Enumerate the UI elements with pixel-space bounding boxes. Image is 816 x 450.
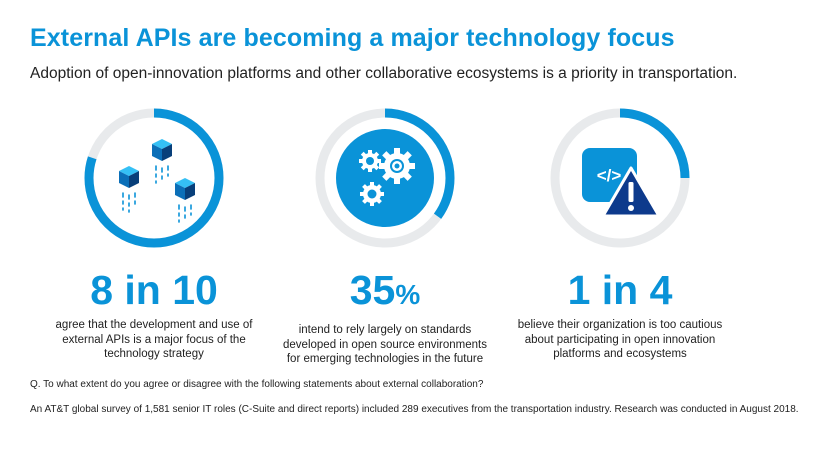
stat-card-cautious: </> 1 in 4 believe their organization is… <box>505 108 735 362</box>
survey-source-note: An AT&T global survey of 1,581 senior IT… <box>30 404 799 415</box>
svg-text:</>: </> <box>597 166 622 185</box>
survey-question: Q. To what extent do you agree or disagr… <box>30 379 484 390</box>
stat-description-cautious: believe their organization is too cautio… <box>517 319 723 360</box>
stat-value-open-source: 35% <box>349 267 421 313</box>
stat-card-apis: 8 in 10 agree that the development and u… <box>39 108 269 362</box>
progress-ring-open-source <box>315 108 455 248</box>
gears-icon <box>336 129 434 227</box>
code-warning-icon: </> <box>582 148 661 218</box>
stat-value-apis: 8 in 10 <box>90 267 218 313</box>
stat-ring-cautious: </> <box>505 108 735 248</box>
ring-value-arc <box>84 108 224 248</box>
stat-ring-open-source <box>270 108 500 248</box>
progress-ring-apis <box>84 108 224 248</box>
ring-value-arc <box>315 108 455 248</box>
stat-description-apis: agree that the development and use of ex… <box>55 319 253 360</box>
stat-card-open-source: 35% intend to rely largely on standards … <box>270 108 500 367</box>
page-subtitle: Adoption of open-innovation platforms an… <box>30 65 738 82</box>
progress-ring-cautious <box>550 108 690 248</box>
stat-description-open-source: intend to rely largely on standards deve… <box>283 324 487 365</box>
stat-ring-apis <box>39 108 269 248</box>
page-title: External APIs are becoming a major techn… <box>30 24 675 52</box>
stat-value-cautious: 1 in 4 <box>567 267 673 313</box>
ring-value-arc <box>550 108 690 248</box>
cubes-icon <box>119 139 195 223</box>
